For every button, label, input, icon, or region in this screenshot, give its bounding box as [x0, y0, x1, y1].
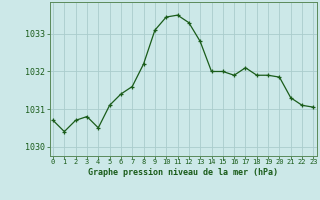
- X-axis label: Graphe pression niveau de la mer (hPa): Graphe pression niveau de la mer (hPa): [88, 168, 278, 177]
